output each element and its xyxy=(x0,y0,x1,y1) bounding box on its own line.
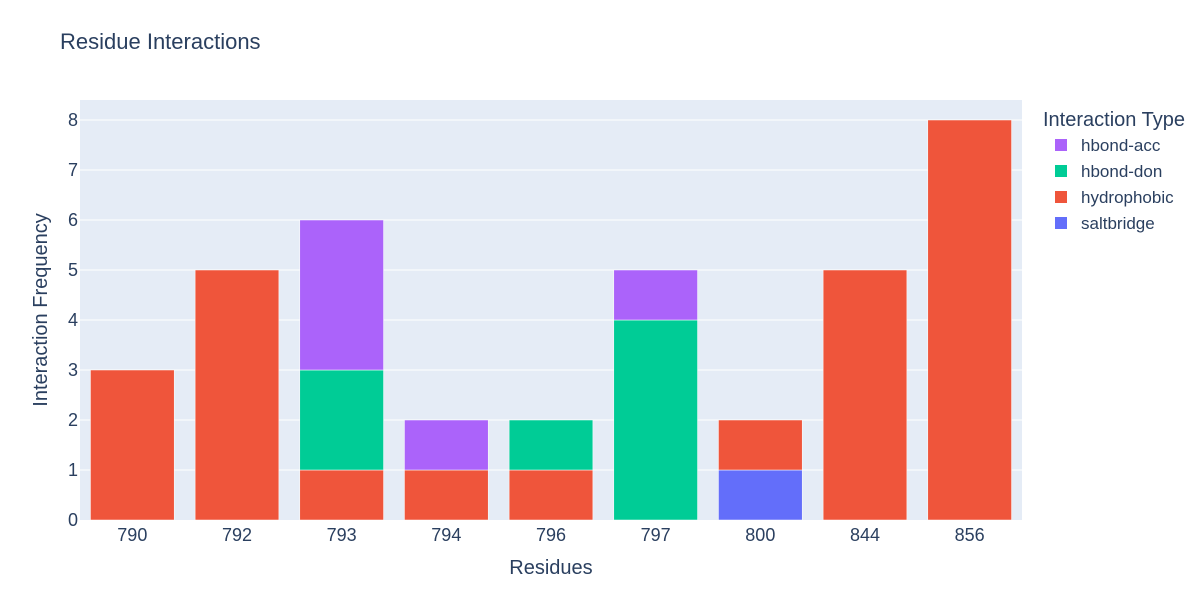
x-tick-label: 797 xyxy=(641,525,671,545)
legend-item-hbond-acc[interactable]: hbond-acc xyxy=(1055,136,1161,155)
x-axis-ticks: 790 792 793 794 796 797 800 844 856 xyxy=(117,525,984,545)
y-tick-label: 5 xyxy=(68,260,78,280)
bar-hydrophobic-792[interactable] xyxy=(194,269,280,521)
legend-label: hbond-don xyxy=(1081,162,1162,181)
bar-saltbridge-800[interactable] xyxy=(718,469,803,521)
legend-label: hydrophobic xyxy=(1081,188,1174,207)
legend-item-hydrophobic[interactable]: hydrophobic xyxy=(1055,188,1174,207)
x-tick-label: 796 xyxy=(536,525,566,545)
x-tick-label: 794 xyxy=(431,525,461,545)
bars xyxy=(90,119,1012,521)
bar-hydrophobic-844[interactable] xyxy=(822,269,908,521)
bar-hbond-acc-797[interactable] xyxy=(613,269,698,321)
bar-hydrophobic-800[interactable] xyxy=(718,419,803,471)
legend[interactable]: Interaction Type hbond-acc hbond-don hydro… xyxy=(1043,109,1185,233)
bar-hydrophobic-793[interactable] xyxy=(299,469,384,521)
bar-hydrophobic-856[interactable] xyxy=(927,119,1012,521)
x-tick-label: 792 xyxy=(222,525,252,545)
bar-hbond-don-797[interactable] xyxy=(613,319,698,521)
y-axis-ticks: 0 1 2 3 4 5 6 7 8 xyxy=(68,110,78,530)
x-tick-label: 856 xyxy=(955,525,985,545)
y-tick-label: 4 xyxy=(68,310,78,330)
y-tick-label: 1 xyxy=(68,460,78,480)
bar-hydrophobic-794[interactable] xyxy=(404,469,489,521)
bar-hbond-don-793[interactable] xyxy=(299,369,384,471)
legend-item-saltbridge[interactable]: saltbridge xyxy=(1055,214,1155,233)
bar-hbond-acc-793[interactable] xyxy=(299,219,384,371)
y-tick-label: 6 xyxy=(68,210,78,230)
y-axis-title: Interaction Frequency xyxy=(30,213,52,406)
bar-hydrophobic-796[interactable] xyxy=(508,469,594,521)
bar-hbond-acc-794[interactable] xyxy=(404,419,489,471)
legend-title: Interaction Type xyxy=(1043,109,1185,131)
legend-swatch xyxy=(1055,139,1067,151)
x-tick-label: 793 xyxy=(327,525,357,545)
chart-title: Residue Interactions xyxy=(60,29,261,54)
x-tick-label: 844 xyxy=(850,525,880,545)
x-tick-label: 790 xyxy=(117,525,147,545)
legend-label: saltbridge xyxy=(1081,214,1155,233)
y-tick-label: 7 xyxy=(68,160,78,180)
y-tick-label: 8 xyxy=(68,110,78,130)
y-tick-label: 3 xyxy=(68,360,78,380)
legend-swatch xyxy=(1055,217,1067,229)
bar-hbond-don-796[interactable] xyxy=(508,419,594,471)
legend-label: hbond-acc xyxy=(1081,136,1161,155)
legend-swatch xyxy=(1055,191,1067,203)
bar-hydrophobic-790[interactable] xyxy=(90,369,175,521)
legend-item-hbond-don[interactable]: hbond-don xyxy=(1055,162,1162,181)
y-tick-label: 0 xyxy=(68,510,78,530)
x-axis-title: Residues xyxy=(509,557,592,579)
y-tick-label: 2 xyxy=(68,410,78,430)
legend-swatch xyxy=(1055,165,1067,177)
x-tick-label: 800 xyxy=(745,525,775,545)
